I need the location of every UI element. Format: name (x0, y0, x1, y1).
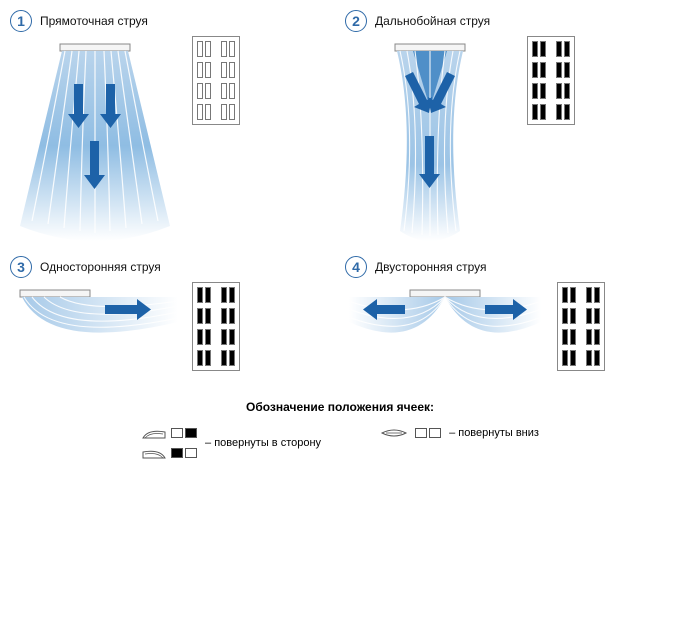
panel-header: 1 Прямоточная струя (10, 10, 335, 32)
legend-item-side: – повернуты в сторону (141, 426, 321, 460)
panel-title: Односторонняя струя (40, 260, 161, 274)
panel-header: 4 Двусторонняя струя (345, 256, 670, 278)
panel-3: 3 Односторонняя струя (10, 256, 335, 372)
cell-schema (192, 282, 240, 371)
panels-container: 1 Прямоточная струя (10, 10, 670, 372)
vane-side-icon (141, 446, 167, 460)
cell-schema (527, 36, 575, 125)
legend-label: – повернуты в сторону (205, 437, 321, 449)
legend-item-down: – повернуты вниз (381, 426, 539, 440)
panel-badge: 4 (345, 256, 367, 278)
cell-schema (557, 282, 605, 371)
panel-badge: 1 (10, 10, 32, 32)
flow-diagram-converging-down (345, 36, 515, 246)
panel-2: 2 Дальнобойная струя (345, 10, 670, 246)
flow-diagram-side-right (10, 282, 180, 372)
panel-1: 1 Прямоточная струя (10, 10, 335, 246)
panel-title: Дальнобойная струя (375, 14, 490, 28)
legend-label: – повернуты вниз (449, 427, 539, 439)
panel-header: 2 Дальнобойная струя (345, 10, 670, 32)
legend-title: Обозначение положения ячеек: (10, 400, 670, 414)
vane-down-icon (381, 426, 407, 440)
panel-title: Прямоточная струя (40, 14, 148, 28)
panel-4: 4 Двусторонняя струя (345, 256, 670, 372)
panel-title: Двусторонняя струя (375, 260, 486, 274)
flow-diagram-straight-down (10, 36, 180, 246)
panel-header: 3 Односторонняя струя (10, 256, 335, 278)
panel-badge: 2 (345, 10, 367, 32)
panel-badge: 3 (10, 256, 32, 278)
flow-diagram-bilateral (345, 282, 545, 372)
legend: Обозначение положения ячеек: (10, 400, 670, 460)
legend-row: – повернуты в сторону – повернуты вниз (10, 426, 670, 460)
cell-schema (192, 36, 240, 125)
vane-side-icon (141, 426, 167, 440)
